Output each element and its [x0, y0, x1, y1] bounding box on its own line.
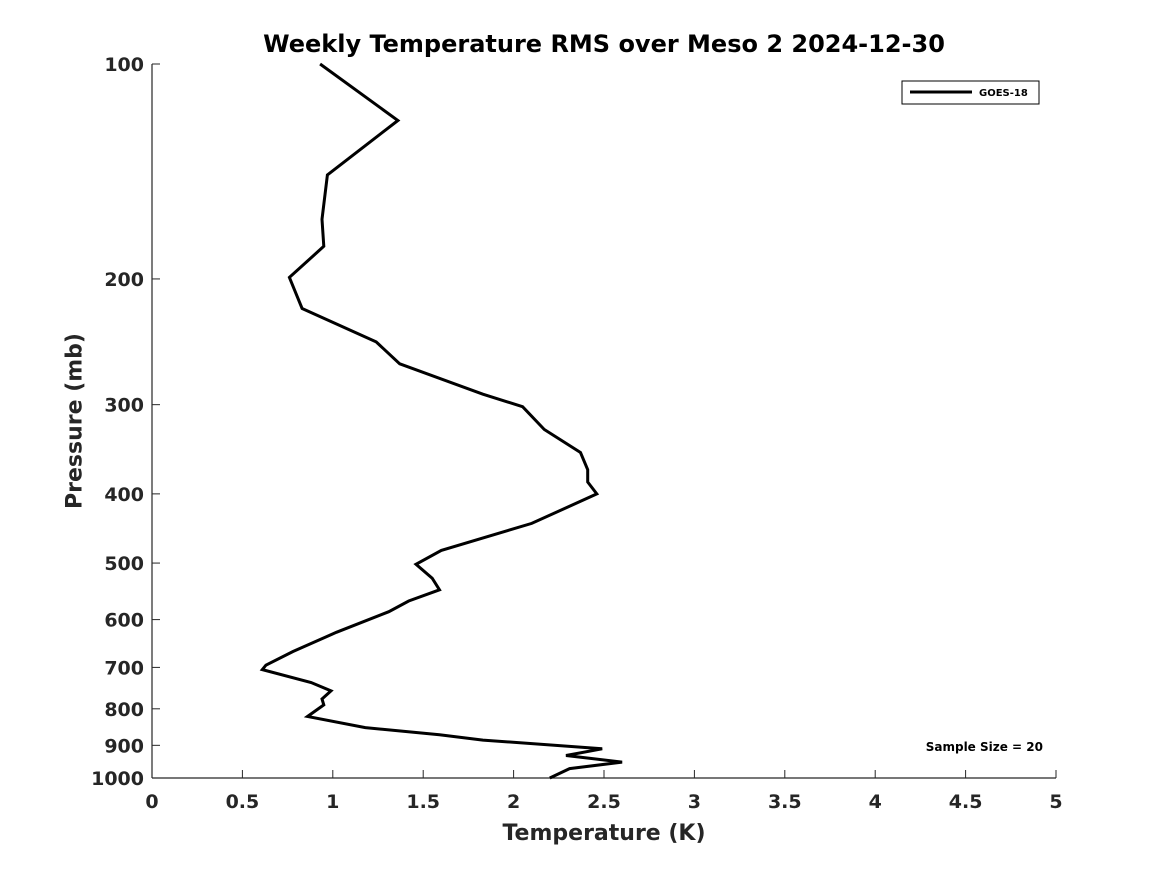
x-tick-label: 3.5	[768, 791, 802, 813]
y-tick-label: 1000	[91, 768, 144, 790]
y-tick-label: 500	[104, 553, 144, 575]
y-tick-label: 400	[104, 484, 144, 506]
y-tick-label: 600	[104, 610, 144, 632]
x-tick-label: 0.5	[226, 791, 260, 813]
x-tick-label: 4.5	[949, 791, 983, 813]
x-tick-label: 1.5	[406, 791, 440, 813]
series-line-0	[259, 62, 623, 780]
x-tick-label: 2	[507, 791, 520, 813]
x-axis-label: Temperature (K)	[502, 821, 705, 846]
y-tick-label: 800	[104, 699, 144, 721]
x-tick-label: 3	[688, 791, 701, 813]
x-tick-label: 4	[869, 791, 882, 813]
y-tick-label: 300	[104, 395, 144, 417]
x-tick-label: 1	[326, 791, 339, 813]
y-tick-label: 900	[104, 735, 144, 757]
x-tick-label: 0	[145, 791, 158, 813]
legend-label-goes-18: GOES-18	[979, 88, 1028, 99]
axes	[151, 64, 1056, 779]
series-layer	[259, 62, 623, 780]
y-axis-label: Pressure (mb)	[63, 333, 88, 509]
chart-title: Weekly Temperature RMS over Meso 2 2024-…	[263, 30, 945, 58]
sample-size-annotation: Sample Size = 20	[926, 740, 1043, 754]
y-tick-label: 100	[104, 54, 144, 76]
x-tick-label: 5	[1049, 791, 1062, 813]
y-tick-label: 200	[104, 269, 144, 291]
x-tick-label: 2.5	[587, 791, 621, 813]
y-tick-label: 700	[104, 657, 144, 679]
x-axis: 0 0.5 1 1.5 2 2.5 3 3.5 4 4.5 5	[145, 770, 1063, 813]
legend: GOES-18	[901, 80, 1040, 105]
y-axis: 100 200 300 400 500 600 700 800 900 1000	[91, 54, 160, 790]
